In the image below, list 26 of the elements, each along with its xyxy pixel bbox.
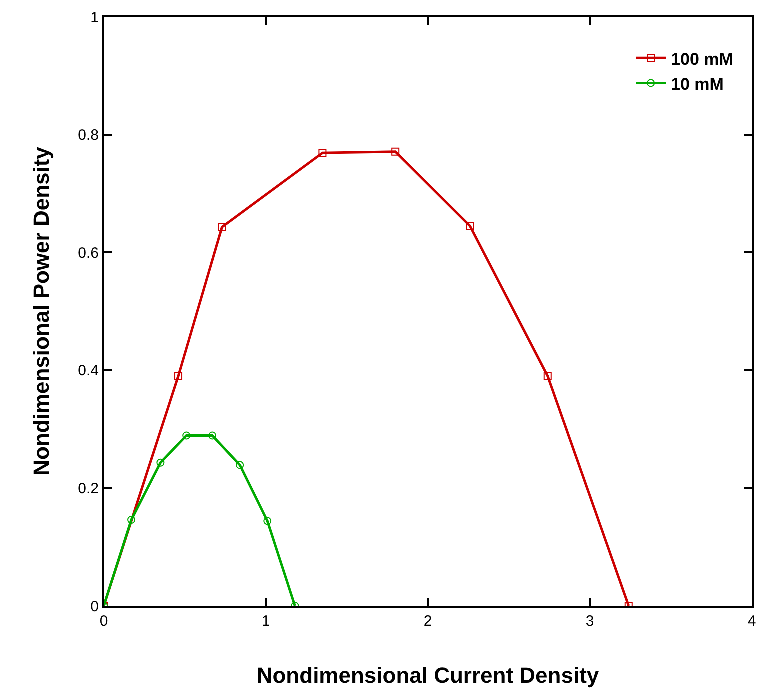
point (182, 432, 191, 440)
point (392, 148, 400, 156)
point (264, 517, 272, 526)
x-tick-label: 1 (262, 613, 270, 630)
x-tick-label: 4 (748, 613, 756, 630)
y-tick-label: 0.6 (78, 244, 99, 262)
x-tick-label: 2 (424, 613, 432, 630)
x-tick-label: 3 (586, 613, 594, 630)
point (544, 372, 552, 380)
point (128, 516, 136, 524)
legend-label: 10 mM (671, 74, 724, 94)
legend-label: 100 mM (671, 50, 734, 69)
point (236, 461, 244, 470)
point (156, 458, 165, 467)
y-tick-label: 1 (90, 9, 99, 26)
point (174, 372, 183, 380)
point (318, 149, 327, 158)
y-tick-label: 0 (90, 598, 99, 616)
y-tick-label: 0.2 (78, 480, 99, 498)
x-axis-title: Nondimensional Current Density (256, 663, 600, 688)
y-tick-label: 0.8 (78, 127, 99, 144)
y-tick-label: 0.4 (78, 362, 99, 380)
point (466, 222, 474, 230)
point (218, 223, 226, 232)
y-axis-title: Nondimensional Power Density (29, 146, 54, 476)
point (208, 432, 217, 440)
